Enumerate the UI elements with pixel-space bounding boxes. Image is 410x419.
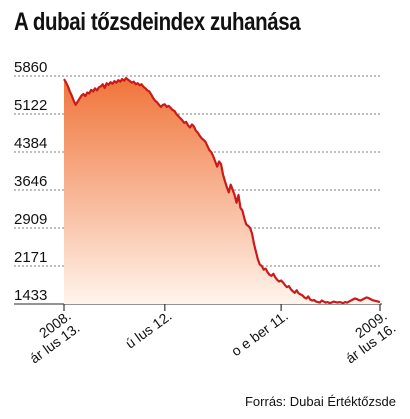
y-tick-label: 5860 bbox=[14, 59, 47, 76]
y-tick-label: 1433 bbox=[14, 287, 47, 304]
x-tick-label: 2009.ár lus 16. bbox=[334, 307, 399, 366]
x-tick-label: o e ber 11. bbox=[228, 307, 291, 359]
x-tick-label: ú lus 12. bbox=[122, 307, 174, 351]
y-tick-label: 3646 bbox=[14, 173, 47, 190]
y-tick-label: 5122 bbox=[14, 97, 47, 114]
x-axis-labels: 2008.ár lus 13. ú lus 12. o e ber 11. 2009.… bbox=[18, 307, 399, 366]
y-tick-label: 4384 bbox=[14, 135, 47, 152]
area-fill bbox=[64, 78, 380, 304]
source-note: Forrás: Dubai Értéktőzsde bbox=[244, 394, 396, 409]
chart-title: A dubai tőzsdeindex zuhanása bbox=[14, 8, 301, 36]
y-tick-label: 2171 bbox=[14, 249, 47, 266]
x-axis-ticks bbox=[63, 304, 381, 311]
y-axis-labels: 5860 5122 4384 3646 2909 2171 1433 bbox=[14, 59, 47, 304]
x-tick-label: 2008.ár lus 13. bbox=[18, 307, 83, 366]
y-tick-label: 2909 bbox=[14, 211, 47, 228]
series-line bbox=[63, 76, 381, 305]
